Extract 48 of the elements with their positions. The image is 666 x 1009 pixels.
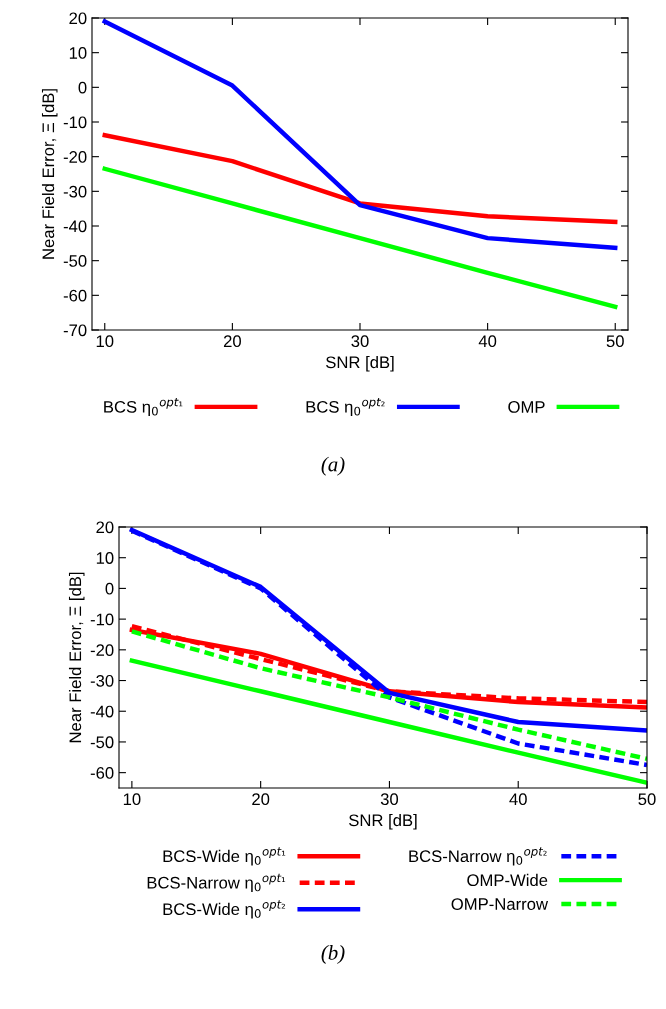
x-tick-label: 40 [509, 793, 527, 806]
x-tick-label: 30 [351, 335, 369, 348]
y-tick-label: -40 [63, 220, 87, 233]
y-axis-title: Near Field Error, Ξ [dB] [68, 572, 85, 743]
y-tick-label: -40 [90, 705, 114, 718]
y-tick-label: -60 [90, 767, 114, 779]
y-tick-label: 0 [78, 81, 87, 94]
y-tick-label: -20 [90, 644, 114, 657]
y-tick-label: 10 [96, 552, 114, 564]
y-tick-label: 20 [69, 12, 87, 25]
y-tick-label: -10 [63, 116, 87, 129]
legend-label: OMP [508, 401, 545, 413]
text: (b) [321, 945, 345, 964]
legend-label: BCS-Wide η$_{0}$$^{opt₂}$ [163, 900, 286, 919]
line-series [102, 132, 618, 225]
x-tick-label: 20 [252, 793, 270, 806]
x-tick-label: 50 [638, 793, 656, 806]
y-tick-label: 10 [69, 47, 87, 59]
legend-label: BCS-Narrow η$_{0}$$^{opt₁}$ [147, 873, 286, 892]
text: (a) [321, 456, 345, 476]
legend-label: BCS η$_{0}$$^{opt₁}$ [104, 398, 183, 417]
y-tick-label: -30 [63, 185, 87, 198]
line-series [129, 658, 647, 785]
x-tick-label: 10 [123, 793, 141, 806]
legend-label: OMP-Narrow [451, 898, 549, 910]
y-axis-title: Near Field Error, Ξ [dB] [41, 89, 58, 259]
x-tick-label: 50 [606, 335, 624, 348]
legend-label: BCS η$_{0}$$^{opt₂}$ [306, 398, 385, 417]
line-series [102, 166, 618, 309]
x-tick-label: 30 [380, 793, 399, 806]
y-tick-label: -30 [90, 674, 114, 687]
x-axis-title: SNR [dB] [326, 355, 394, 372]
x-tick-label: 20 [223, 335, 241, 348]
line-series [102, 19, 618, 251]
y-tick-label: -50 [63, 255, 87, 267]
legend-label: BCS-Wide η$_{0}$$^{opt₁}$ [163, 847, 286, 866]
y-tick-label: -70 [63, 324, 87, 337]
x-tick-label: 40 [478, 335, 497, 348]
y-tick-label: 20 [96, 521, 114, 534]
y-tick-label: 0 [105, 582, 114, 595]
legend-label: OMP-Wide [467, 873, 548, 887]
y-tick-label: -50 [90, 736, 114, 749]
y-tick-label: -60 [63, 289, 87, 302]
line-series [129, 629, 647, 762]
y-tick-label: -20 [63, 151, 87, 163]
y-tick-label: -10 [90, 613, 114, 626]
legend-label: BCS-Narrow η$_{0}$$^{opt₂}$ [409, 847, 547, 866]
x-axis-title: SNR [dB] [349, 813, 417, 830]
